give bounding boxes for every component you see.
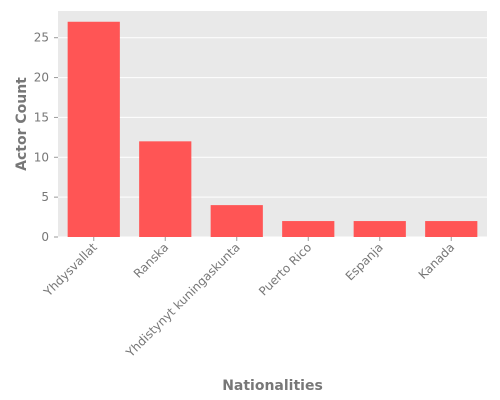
x-tick-label: Espanja bbox=[343, 240, 386, 283]
bar-3 bbox=[282, 221, 335, 237]
x-tick-label: Yhdysvallat bbox=[40, 240, 100, 300]
x-tick-label: Puerto Rico bbox=[256, 240, 314, 298]
x-axis-label: Nationalities bbox=[222, 378, 323, 394]
bar-5 bbox=[425, 221, 478, 237]
bar-1 bbox=[139, 141, 192, 237]
plot-area bbox=[58, 11, 487, 237]
y-tick-label: 5 bbox=[41, 190, 49, 204]
y-tick-label: 15 bbox=[34, 110, 49, 124]
y-tick-label: 25 bbox=[34, 31, 49, 45]
y-axis-label: Actor Count bbox=[14, 77, 30, 171]
x-tick-label: Kanada bbox=[416, 240, 458, 282]
y-tick-label: 20 bbox=[34, 71, 49, 85]
x-tick-label: Ranska bbox=[131, 240, 172, 281]
bars bbox=[67, 21, 478, 238]
y-tick-label: 10 bbox=[34, 150, 49, 164]
bar-0 bbox=[67, 21, 120, 238]
bar-2 bbox=[210, 205, 263, 237]
grid-lines bbox=[58, 37, 487, 238]
y-axis: 0 5 10 15 20 25 bbox=[34, 31, 58, 244]
y-tick-label: 0 bbox=[41, 230, 49, 244]
x-tick-label: Yhdistynyt kuningaskunta bbox=[123, 240, 243, 360]
bar-4 bbox=[353, 221, 406, 237]
